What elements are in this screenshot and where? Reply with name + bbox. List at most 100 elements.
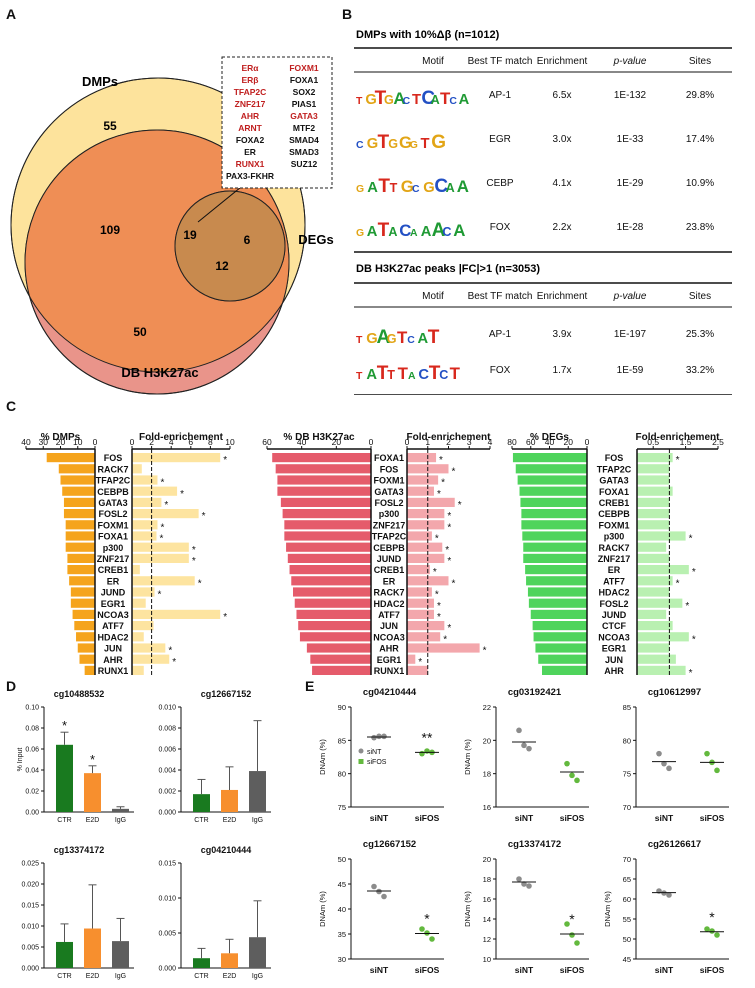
motif-row: G A T T GC G CA A CEBP 4.1x 1E-29 10.9% [356, 176, 714, 197]
significance-star: * [160, 534, 164, 545]
category-label: ER [383, 576, 396, 586]
bar [132, 486, 178, 496]
bar [637, 497, 670, 507]
significance-star: ** [422, 729, 433, 745]
table1-title: DMPs with 10%Δβ (n=1012) [356, 29, 500, 41]
significance-star: * [418, 657, 422, 668]
tick-label: 0.025 [21, 861, 39, 868]
bar [637, 598, 683, 608]
significance-star: * [709, 909, 715, 925]
significance-star: * [692, 634, 696, 645]
bar [286, 542, 371, 552]
bar [112, 808, 129, 812]
motif-base: G [366, 331, 377, 347]
tick-label: 0.020 [21, 882, 39, 889]
motif-base: C [407, 335, 415, 346]
category-label: IgG [115, 973, 126, 980]
tick-label: 80 [338, 770, 346, 779]
category-label: E2D [223, 817, 237, 824]
data-point [714, 767, 720, 774]
significance-star: * [437, 601, 441, 612]
tick-label: 22 [483, 703, 491, 712]
table-header: p-value [613, 291, 647, 302]
data-point [564, 921, 570, 927]
bar [407, 475, 439, 485]
bar [517, 475, 587, 485]
bar [132, 576, 195, 586]
tick-label: 16 [483, 803, 491, 812]
significance-star: * [676, 578, 680, 589]
table-header: Sites [689, 291, 711, 302]
tick-label: 0 [369, 437, 374, 447]
significance-star: * [435, 534, 439, 545]
motif-base: G [356, 228, 364, 239]
bar [527, 587, 587, 597]
tick-label: 2 [149, 437, 154, 447]
bar [407, 453, 437, 463]
bar [84, 928, 101, 968]
tick-label: 0.010 [158, 896, 176, 903]
tick-label: 0.015 [21, 903, 39, 910]
data-point [709, 928, 715, 934]
motif-tf: FOX [490, 365, 511, 376]
category-label: FOXM1 [598, 520, 629, 530]
bar [289, 565, 371, 575]
significance-star: * [569, 911, 575, 927]
tf-item: FOXA2 [236, 135, 265, 145]
chip-chart: cg12667152 0.000 0.002 0.004 0.006 0.008 0.010… [158, 689, 271, 824]
chart-title: Fold-enrichement [407, 432, 492, 443]
venn-count-h3-only: 50 [133, 325, 147, 339]
significance-star: * [676, 455, 680, 466]
significance-star: * [445, 545, 449, 556]
bar [407, 497, 455, 507]
tf-item: GATA3 [290, 111, 318, 121]
tick-label: 0.006 [158, 747, 176, 754]
significance-star: * [164, 500, 168, 511]
bar [528, 598, 587, 608]
data-point [381, 733, 387, 740]
chart-title: cg03192421 [508, 687, 562, 698]
bar [407, 665, 428, 675]
category-label: CTR [57, 817, 71, 824]
significance-star: * [452, 578, 456, 589]
bar [637, 453, 673, 463]
motif-tf: FOX [490, 222, 511, 233]
significance-star: * [180, 489, 184, 500]
significance-star: * [447, 522, 451, 533]
panel-b-letter: B [342, 6, 353, 22]
category-label: CREB1 [599, 498, 630, 508]
motif-base: A [418, 331, 429, 347]
motif-base: T [398, 364, 409, 383]
venn-count-degs-only: 6 [244, 233, 251, 247]
tf-item: SMAD3 [289, 147, 319, 157]
category-label: ATF7 [102, 621, 124, 631]
table2-title: DB H3K27ac peaks |FC|>1 (n=3053) [356, 263, 540, 275]
tick-label: 0.000 [158, 966, 176, 973]
tick-label: 0 [130, 437, 135, 447]
tick-label: 0.015 [158, 861, 176, 868]
bar [637, 553, 670, 563]
tick-label: 0.10 [25, 705, 39, 712]
data-point [381, 893, 387, 900]
motif-base: T [378, 176, 390, 197]
bar [56, 744, 73, 812]
motif-row: T GTG AC T CA T C A AP-1 6.5x 1E-132 29.8% [356, 88, 714, 109]
bar [46, 453, 95, 463]
tick-label: 10 [483, 955, 491, 964]
bar [132, 464, 142, 474]
tf-box [221, 56, 333, 189]
motif-base: G [367, 136, 378, 152]
category-label: siFOS [415, 813, 440, 823]
dnam-chart: cg04210444 75 80 85 90 DNAm (%) siNT ** siFOS siN… [318, 687, 444, 823]
legend-marker [358, 748, 364, 754]
category-label: siFOS [415, 965, 440, 975]
chart-title: % DMPs [41, 432, 81, 443]
category-label: AHR [604, 666, 624, 675]
category-label: ATF7 [378, 610, 400, 620]
category-label: CTR [194, 817, 208, 824]
tf-list-right: FOXM1 FOXA1 SOX2 PIAS1 GATA3 MTF2 SMAD4 SMAD3 SU… [289, 63, 319, 169]
chip-chart: cg04210444 0.000 0.005 0.010 0.015 CTR E2D IgG [158, 845, 271, 980]
motif-tf: EGR [489, 134, 511, 145]
tf-item: TFAP2C [234, 87, 267, 97]
